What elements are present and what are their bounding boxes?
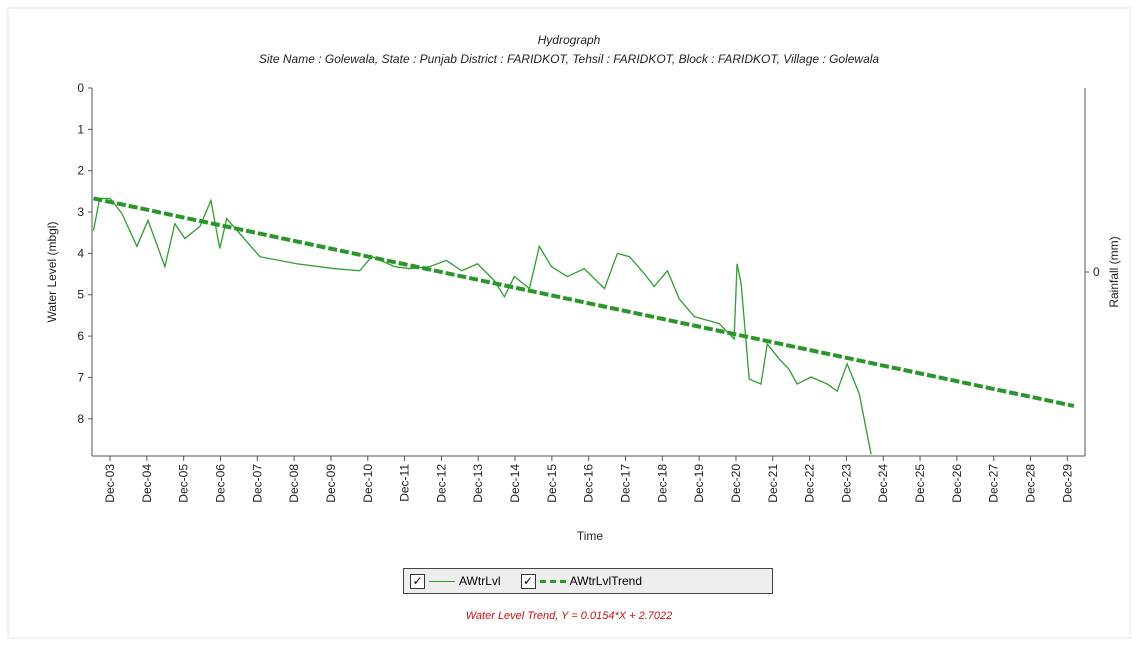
y-tick-label: 2 — [77, 164, 84, 178]
x-tick-label: Dec-17 — [619, 464, 633, 503]
legend-item[interactable]: ✓ AWtrLvlTrend — [520, 573, 643, 589]
x-tick-label: Dec-21 — [766, 464, 780, 503]
x-tick-label: Dec-27 — [987, 464, 1001, 503]
x-tick-label: Dec-29 — [1060, 464, 1074, 503]
x-tick-label: Dec-16 — [582, 464, 596, 503]
x-tick-label: Dec-15 — [545, 464, 559, 503]
x-tick-label: Dec-09 — [324, 464, 338, 503]
x-tick-label: Dec-22 — [803, 464, 817, 503]
y2-axis-label: Rainfall (mm) — [1107, 236, 1121, 307]
x-tick-label: Dec-08 — [287, 464, 301, 503]
x-tick-label: Dec-14 — [508, 464, 522, 503]
y-tick-label: 7 — [77, 370, 84, 384]
x-tick-label: Dec-06 — [213, 464, 227, 503]
water-level-line — [92, 197, 872, 455]
y-tick-label: 6 — [77, 329, 84, 343]
x-tick-label: Dec-26 — [950, 464, 964, 503]
chart-subtitle: Site Name : Golewala, State : Punjab Dis… — [259, 52, 880, 66]
y-tick-label: 0 — [77, 81, 84, 95]
x-tick-label: Dec-23 — [839, 464, 853, 503]
x-tick-label: Dec-25 — [913, 464, 927, 503]
y-tick-label: 5 — [77, 288, 84, 302]
x-tick-label: Dec-20 — [729, 464, 743, 503]
legend-checkbox[interactable]: ✓ — [520, 573, 536, 589]
y-tick-label: 8 — [77, 412, 84, 426]
trend-line — [93, 196, 1075, 408]
legend: ✓ AWtrLvl ✓ AWtrLvlTrend — [403, 568, 773, 594]
legend-swatch — [429, 580, 455, 582]
y-tick-label: 4 — [77, 246, 84, 260]
legend-checkbox[interactable]: ✓ — [410, 573, 425, 589]
x-tick-label: Dec-18 — [655, 464, 669, 503]
y-axis-label: Water Level (mbgl) — [45, 222, 59, 323]
x-tick-label: Dec-05 — [177, 464, 191, 503]
y2-tick-label: 0 — [1093, 265, 1100, 279]
x-tick-label: Dec-28 — [1024, 464, 1038, 503]
x-tick-label: Dec-19 — [692, 464, 706, 503]
legend-item[interactable]: ✓ AWtrLvl — [410, 573, 501, 589]
trend-formula: Water Level Trend, Y = 0.0154*X + 2.7022 — [465, 610, 673, 622]
frame — [7, 7, 1131, 639]
legend-swatch — [539, 579, 566, 583]
legend-label: AWtrLvl — [459, 574, 501, 588]
x-tick-label: Dec-13 — [471, 464, 485, 503]
legend-label: AWtrLvlTrend — [569, 574, 643, 588]
x-tick-label: Dec-03 — [103, 464, 117, 503]
x-tick-label: Dec-07 — [250, 464, 264, 503]
x-axis-label: Time — [577, 529, 604, 543]
x-tick-label: Dec-12 — [434, 464, 448, 503]
x-tick-label: Dec-11 — [398, 464, 412, 502]
y-tick-label: 3 — [77, 205, 84, 219]
y-tick-label: 1 — [77, 122, 84, 136]
x-tick-label: Dec-24 — [876, 464, 890, 503]
x-tick-label: Dec-10 — [361, 464, 375, 503]
x-tick-label: Dec-04 — [140, 464, 154, 503]
chart-title: Hydrograph — [538, 33, 601, 47]
